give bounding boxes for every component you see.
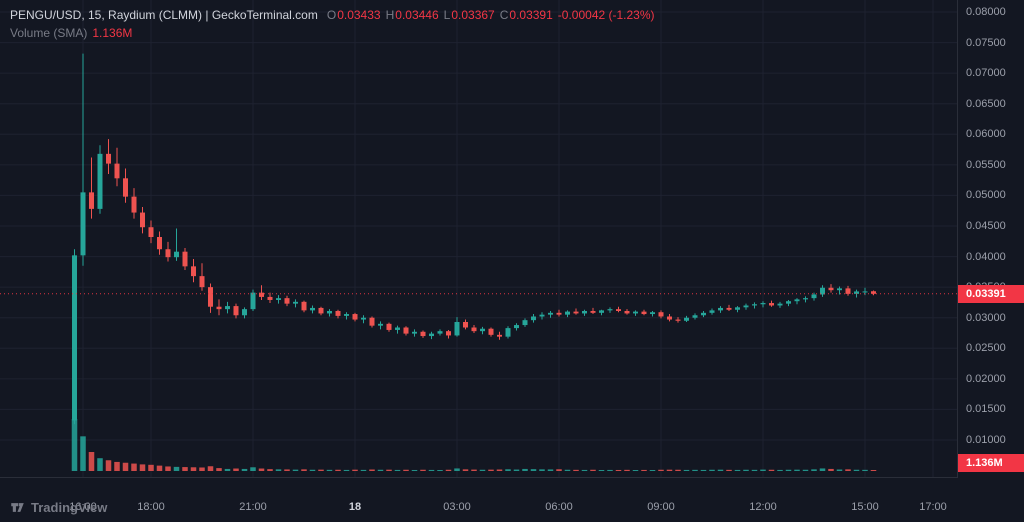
time-axis-label: 17:00 <box>919 501 947 513</box>
price-axis-label: 0.05500 <box>966 158 1006 171</box>
price-axis-label: 0.03000 <box>966 311 1006 324</box>
price-axis-label: 0.01000 <box>966 434 1006 446</box>
current-volume-tag: 1.136M <box>958 454 1024 472</box>
price-axis-label: 0.07000 <box>966 67 1006 80</box>
price-axis-label: 0.08000 <box>966 6 1006 18</box>
time-axis-label: 21:00 <box>239 501 267 513</box>
time-axis-label: 12:00 <box>749 501 777 513</box>
price-axis-label: 0.02500 <box>966 342 1006 355</box>
price-axis-label: 0.06000 <box>966 128 1006 141</box>
price-axis-label: 0.02000 <box>966 372 1006 385</box>
symbol-title[interactable]: PENGU/USD, 15, Raydium (CLMM) | GeckoTer… <box>10 8 318 22</box>
price-axis-label: 0.05000 <box>966 189 1006 202</box>
price-axis-label: 0.04500 <box>966 220 1006 232</box>
time-axis-label: 18 <box>348 501 362 513</box>
price-axis-label: 0.07500 <box>966 36 1006 49</box>
time-axis-label: 06:00 <box>545 501 573 513</box>
time-axis-label: 09:00 <box>647 501 675 513</box>
price-axis-label: 0.01500 <box>966 403 1006 416</box>
price-axis-label: 0.04000 <box>966 250 1006 263</box>
time-axis-label: 18:00 <box>137 501 165 513</box>
current-price-tag: 0.03391 <box>958 284 1024 303</box>
price-axis-label: 0.06500 <box>966 97 1006 110</box>
time-axis-label: 03:00 <box>443 501 471 513</box>
tradingview-logo-icon <box>11 503 24 512</box>
time-axis-label: 16:00 <box>69 501 97 513</box>
time-axis[interactable]: 16:00 18:00 21:00 18 03:00 06:00 09:00 12:00 15:… <box>0 477 1024 522</box>
time-axis-label: 15:00 <box>851 501 879 513</box>
tradingview-watermark-text: TradingView <box>31 500 108 515</box>
tradingview-attribution[interactable]: TradingView <box>10 500 107 515</box>
price-axis[interactable]: 0.03391 1.136M 0.08000 0.07500 0.07000 0.06… <box>957 0 1024 478</box>
